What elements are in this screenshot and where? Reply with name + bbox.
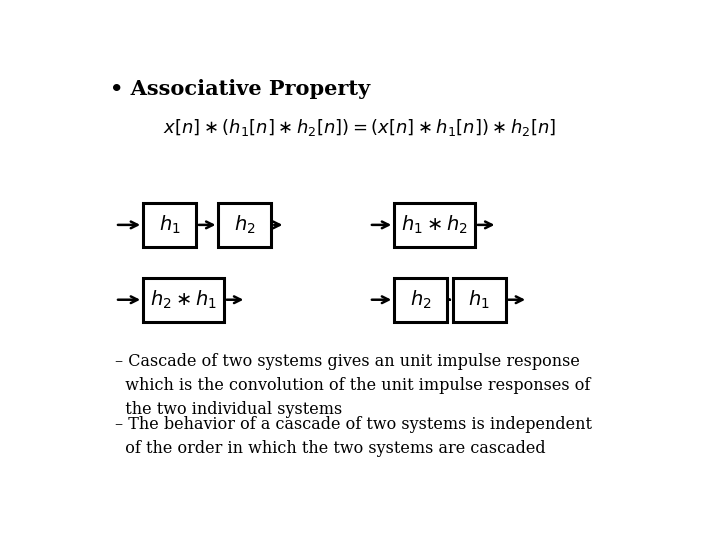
Text: – Cascade of two systems gives an unit impulse response: – Cascade of two systems gives an unit i…: [115, 353, 580, 369]
Text: – The behavior of a cascade of two systems is independent: – The behavior of a cascade of two syste…: [115, 416, 592, 433]
Bar: [394, 203, 475, 247]
Text: $h_2$: $h_2$: [410, 288, 431, 311]
Text: which is the convolution of the unit impulse responses of: which is the convolution of the unit imp…: [115, 377, 590, 394]
Text: $h_1\ast h_2$: $h_1\ast h_2$: [401, 214, 468, 236]
Text: $h_2$: $h_2$: [234, 214, 256, 236]
Text: the two individual systems: the two individual systems: [115, 401, 343, 418]
Bar: [143, 203, 196, 247]
Bar: [453, 278, 505, 321]
Text: of the order in which the two systems are cascaded: of the order in which the two systems ar…: [115, 440, 546, 457]
Text: $h_2\ast h_1$: $h_2\ast h_1$: [150, 288, 217, 311]
Text: $h_1$: $h_1$: [468, 288, 490, 311]
Bar: [218, 203, 271, 247]
Text: $h_1$: $h_1$: [158, 214, 181, 236]
Text: $x[n]\ast(h_1[n]\ast h_2[n])=(x[n]\ast h_1[n])\ast h_2[n]$: $x[n]\ast(h_1[n]\ast h_2[n])=(x[n]\ast h…: [163, 117, 556, 138]
Bar: [143, 278, 224, 321]
Text: • Associative Property: • Associative Property: [109, 79, 369, 99]
Bar: [394, 278, 447, 321]
